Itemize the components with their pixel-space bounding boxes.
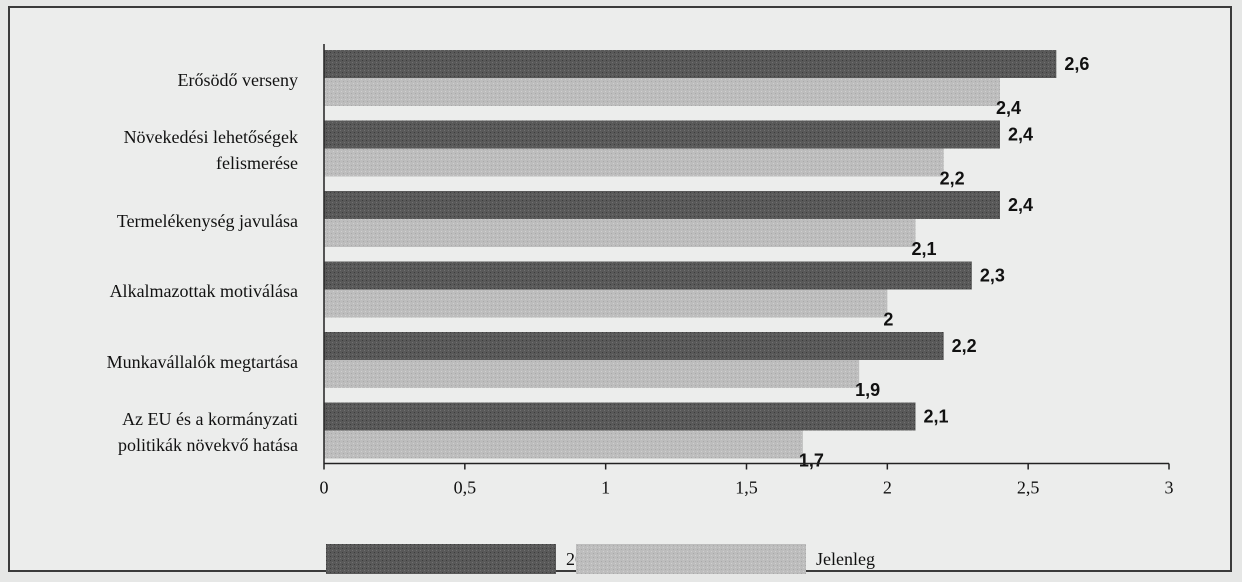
bar-series1-1 (324, 120, 1000, 149)
bar-series2-3 (324, 289, 888, 318)
legend-item-jelenleg: Jelenleg (576, 544, 875, 574)
data-label-series2-4: 1,9 (855, 380, 880, 400)
x-tick-label-2: 1 (601, 478, 610, 498)
legend-label-jelenleg: Jelenleg (816, 548, 875, 569)
data-label-series2-2: 2,1 (912, 239, 937, 259)
x-tick-label-0: 0 (320, 478, 329, 498)
data-label-series2-1: 2,2 (940, 169, 965, 189)
chart-frame: 2,6 2,4 2,4 2,2 2,4 2,1 2,3 2 2,2 1,9 2,1 1,7 0 0,5 1… (8, 6, 1232, 574)
data-label-series1-3: 2,3 (980, 266, 1005, 286)
data-label-series2-5: 1,7 (799, 451, 824, 471)
data-label-series1-1: 2,4 (1008, 125, 1033, 145)
bar-series2-1 (324, 148, 944, 177)
bar-series1-0 (324, 50, 1057, 78)
data-label-series1-5: 2,1 (924, 407, 949, 427)
bar-series2-2 (324, 219, 916, 247)
data-label-series1-4: 2,2 (952, 336, 977, 356)
legend-swatch-jelenleg (576, 544, 806, 574)
x-tick-label-3: 1,5 (735, 478, 758, 498)
x-tick-label-4: 2 (883, 478, 892, 498)
category-label-4: Munkavállalók megtartása (106, 351, 298, 372)
legend-swatch-2003 (326, 544, 556, 574)
x-tick-label-6: 3 (1165, 478, 1174, 498)
bar-series2-5 (324, 430, 803, 459)
category-label-5: Az EU és a kormányzati politikák növekvő… (118, 409, 298, 455)
bar-series1-4 (324, 332, 944, 360)
bar-series2-4 (324, 360, 860, 388)
bar-series2-0 (324, 78, 1000, 106)
bar-series1-5 (324, 402, 916, 431)
bar-chart: 2,6 2,4 2,4 2,2 2,4 2,1 2,3 2 2,2 1,9 2,1 1,7 0 0,5 1… (320, 44, 1174, 498)
category-label-1: Növekedési lehetőségek felismerése (123, 127, 298, 173)
data-label-series2-3: 2 (883, 310, 893, 330)
category-label-2: Termelékenység javulása (116, 210, 298, 231)
category-label-3: Alkalmazottak motiválása (109, 281, 298, 301)
x-tick-label-5: 2,5 (1017, 478, 1040, 498)
x-tick-label-1: 0,5 (454, 478, 477, 498)
data-label-series2-0: 2,4 (996, 98, 1021, 118)
bar-series1-2 (324, 191, 1000, 219)
bar-series1-3 (324, 261, 972, 290)
data-label-series1-2: 2,4 (1008, 195, 1033, 215)
data-label-series1-0: 2,6 (1064, 54, 1089, 74)
category-label-0: Erősödő verseny (177, 69, 298, 90)
